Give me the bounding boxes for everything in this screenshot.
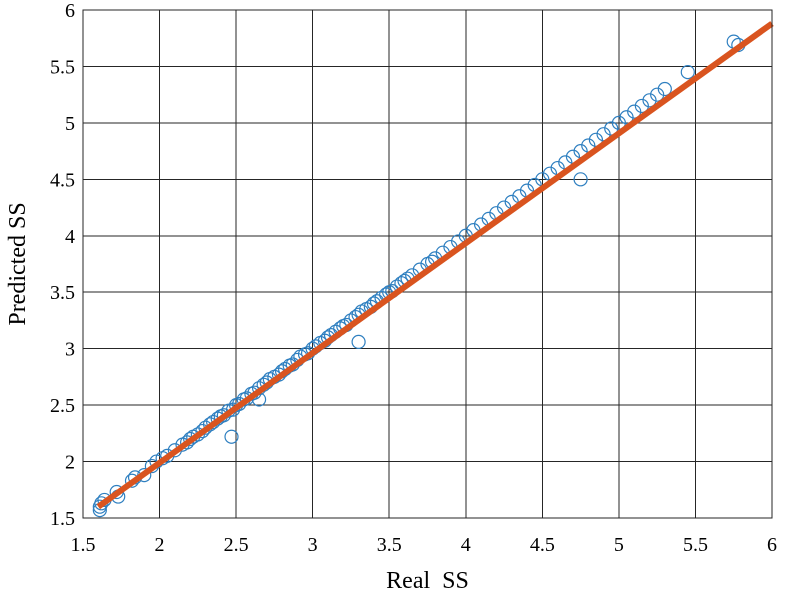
plot-frame bbox=[82, 9, 773, 519]
scatter-point bbox=[604, 121, 619, 136]
scatter-point bbox=[634, 98, 649, 114]
y-tick-label: 4 bbox=[65, 226, 75, 248]
scatter-point bbox=[657, 81, 672, 97]
y-axis-label: Predicted SS bbox=[5, 202, 31, 325]
y-tick-labels: 1.5 2 2.5 3 3.5 4 4.5 5 5.5 6 bbox=[50, 0, 75, 530]
scatter-point bbox=[627, 104, 642, 119]
x-tick-label: 2 bbox=[155, 534, 165, 556]
x-axis-label: Real SS bbox=[386, 568, 469, 594]
x-tick-label: 4 bbox=[461, 534, 471, 556]
y-tick-label: 1.5 bbox=[50, 508, 75, 530]
x-tick-label: 5.5 bbox=[683, 534, 708, 556]
scatter-point bbox=[650, 87, 665, 102]
y-tick-label: 2 bbox=[65, 452, 75, 474]
y-tick-label: 5.5 bbox=[50, 56, 75, 78]
scatter-point bbox=[642, 93, 657, 108]
x-tick-label: 3.5 bbox=[377, 534, 402, 556]
y-tick-label: 3.5 bbox=[50, 282, 75, 304]
scatter-point bbox=[680, 64, 695, 80]
scatter-point bbox=[619, 110, 634, 125]
x-tick-label: 1.5 bbox=[71, 534, 96, 556]
fit-line-layer bbox=[96, 21, 774, 510]
y-tick-label: 4.5 bbox=[50, 169, 75, 191]
fit-line bbox=[96, 21, 774, 510]
x-tick-label: 3 bbox=[308, 534, 318, 556]
scatter-point bbox=[573, 172, 588, 187]
scatter-point bbox=[611, 115, 626, 130]
y-tick-label: 5 bbox=[65, 113, 75, 135]
scatter-point bbox=[224, 429, 239, 444]
x-tick-label: 5 bbox=[614, 534, 624, 556]
y-tick-label: 6 bbox=[65, 0, 75, 22]
x-tick-label: 6 bbox=[767, 534, 777, 556]
scatter-point bbox=[351, 334, 366, 349]
x-tick-labels: 1.5 2 2.5 3 3.5 4 4.5 5 5.5 6 bbox=[71, 534, 778, 556]
y-tick-label: 2.5 bbox=[50, 395, 75, 417]
y-tick-label: 3 bbox=[65, 339, 75, 361]
x-tick-label: 4.5 bbox=[530, 534, 555, 556]
x-tick-label: 2.5 bbox=[224, 534, 249, 556]
